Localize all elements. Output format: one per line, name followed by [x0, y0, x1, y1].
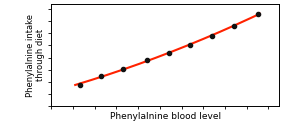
X-axis label: Phenylalnine blood level: Phenylalnine blood level [110, 112, 221, 121]
Point [255, 13, 260, 15]
Y-axis label: Phenylalnine intake
through diet: Phenylalnine intake through diet [26, 14, 45, 97]
Point [121, 68, 125, 70]
Point [144, 59, 149, 61]
Point [77, 84, 82, 86]
Point [188, 44, 193, 46]
Point [231, 25, 236, 27]
Point [210, 35, 214, 37]
Point [166, 52, 171, 54]
Point [99, 75, 103, 77]
